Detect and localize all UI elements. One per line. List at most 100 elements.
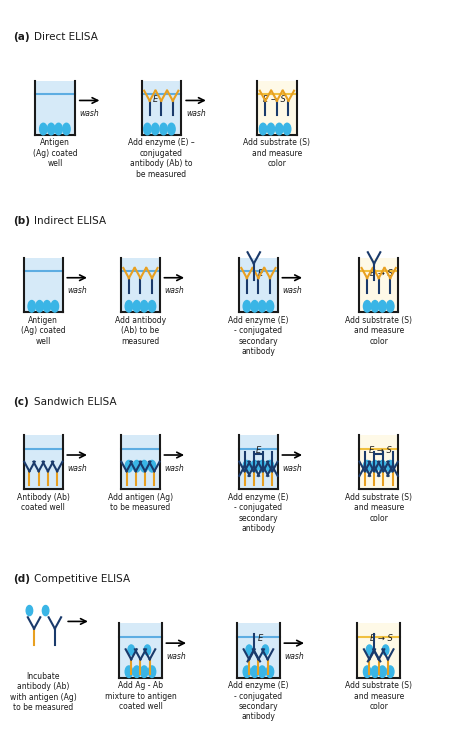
Text: Sandwich ELISA: Sandwich ELISA — [34, 397, 117, 407]
Circle shape — [125, 460, 133, 472]
Circle shape — [379, 460, 386, 472]
Text: E → S: E → S — [263, 95, 286, 104]
Circle shape — [364, 300, 371, 312]
Circle shape — [152, 123, 159, 135]
Text: Add enzyme (E)
- conjugated
secondary
antibody: Add enzyme (E) - conjugated secondary an… — [228, 316, 289, 356]
Text: Add enzyme (E)
- conjugated
secondary
antibody: Add enzyme (E) - conjugated secondary an… — [228, 681, 289, 722]
Circle shape — [133, 460, 140, 472]
FancyBboxPatch shape — [357, 623, 401, 677]
Text: wash: wash — [164, 286, 184, 295]
Circle shape — [26, 606, 33, 616]
Text: Direct ELISA: Direct ELISA — [34, 32, 98, 42]
Text: E → S: E → S — [370, 634, 392, 643]
FancyBboxPatch shape — [35, 81, 74, 135]
Circle shape — [266, 666, 273, 677]
Text: wash: wash — [164, 464, 184, 473]
Circle shape — [133, 666, 140, 677]
Text: (d): (d) — [13, 575, 30, 584]
Text: Add antibody
(Ab) to be
measured: Add antibody (Ab) to be measured — [115, 316, 166, 346]
Circle shape — [366, 645, 373, 655]
Circle shape — [251, 300, 258, 312]
Text: Indirect ELISA: Indirect ELISA — [34, 217, 106, 226]
Text: E: E — [153, 95, 158, 104]
Text: wash: wash — [67, 464, 87, 473]
Circle shape — [140, 666, 148, 677]
Circle shape — [42, 606, 49, 616]
FancyBboxPatch shape — [359, 435, 398, 490]
FancyBboxPatch shape — [257, 81, 297, 135]
Text: E → S: E → S — [370, 269, 392, 277]
Text: wash: wash — [166, 652, 186, 661]
Circle shape — [55, 123, 62, 135]
Text: Antigen
(Ag) coated
well: Antigen (Ag) coated well — [21, 316, 65, 346]
Circle shape — [258, 460, 266, 472]
Circle shape — [379, 300, 386, 312]
Circle shape — [144, 645, 151, 655]
Circle shape — [40, 123, 47, 135]
Circle shape — [125, 666, 133, 677]
Text: wash: wash — [282, 464, 302, 473]
Circle shape — [160, 123, 167, 135]
FancyBboxPatch shape — [119, 623, 162, 677]
FancyBboxPatch shape — [239, 258, 278, 312]
Circle shape — [47, 123, 55, 135]
Text: wash: wash — [284, 652, 304, 661]
Text: Incubate
antibody (Ab)
with antigen (Ag)
to be measured: Incubate antibody (Ab) with antigen (Ag)… — [10, 672, 77, 712]
Text: E: E — [258, 634, 264, 643]
Circle shape — [383, 645, 389, 655]
FancyBboxPatch shape — [359, 258, 398, 312]
Circle shape — [168, 123, 175, 135]
Circle shape — [148, 300, 156, 312]
Circle shape — [379, 666, 386, 677]
Circle shape — [267, 123, 274, 135]
Text: Add enzyme (E) –
conjugated
antibody (Ab) to
be measured: Add enzyme (E) – conjugated antibody (Ab… — [128, 139, 195, 178]
Text: Competitive ELISA: Competitive ELISA — [34, 575, 130, 584]
Text: Add substrate (S)
and measure
color: Add substrate (S) and measure color — [244, 139, 310, 168]
Circle shape — [243, 460, 251, 472]
Text: Add substrate (S)
and measure
color: Add substrate (S) and measure color — [345, 681, 412, 711]
Text: Antibody (Ab)
coated well: Antibody (Ab) coated well — [17, 493, 70, 512]
FancyBboxPatch shape — [121, 435, 160, 490]
Circle shape — [258, 300, 266, 312]
Text: E: E — [258, 269, 264, 277]
Circle shape — [133, 300, 140, 312]
Circle shape — [371, 666, 379, 677]
Circle shape — [243, 300, 251, 312]
Text: (a): (a) — [13, 32, 30, 42]
Circle shape — [364, 460, 371, 472]
Circle shape — [36, 300, 43, 312]
FancyBboxPatch shape — [237, 623, 280, 677]
Text: Add enzyme (E)
- conjugated
secondary
antibody: Add enzyme (E) - conjugated secondary an… — [228, 493, 289, 533]
Text: (c): (c) — [13, 397, 29, 407]
Circle shape — [140, 300, 148, 312]
Circle shape — [259, 123, 267, 135]
Circle shape — [266, 300, 273, 312]
Text: E: E — [256, 446, 261, 455]
Circle shape — [283, 123, 291, 135]
Text: wash: wash — [80, 109, 99, 118]
Circle shape — [387, 460, 394, 472]
Circle shape — [387, 666, 394, 677]
Circle shape — [148, 666, 156, 677]
Text: wash: wash — [282, 286, 302, 295]
Circle shape — [125, 300, 133, 312]
Circle shape — [387, 300, 394, 312]
Circle shape — [371, 460, 379, 472]
Circle shape — [140, 460, 148, 472]
Circle shape — [364, 666, 371, 677]
Circle shape — [246, 645, 252, 655]
Text: Add substrate (S)
and measure
color: Add substrate (S) and measure color — [345, 493, 412, 523]
FancyBboxPatch shape — [142, 81, 181, 135]
Circle shape — [63, 123, 70, 135]
Circle shape — [262, 645, 269, 655]
Text: wash: wash — [186, 109, 206, 118]
Text: Add antigen (Ag)
to be measured: Add antigen (Ag) to be measured — [108, 493, 173, 512]
Circle shape — [128, 645, 135, 655]
Circle shape — [251, 460, 258, 472]
Text: Antigen
(Ag) coated
well: Antigen (Ag) coated well — [33, 139, 77, 168]
Text: E → S: E → S — [369, 446, 392, 455]
Circle shape — [144, 123, 151, 135]
Text: Add substrate (S)
and measure
color: Add substrate (S) and measure color — [345, 316, 412, 346]
Circle shape — [43, 300, 51, 312]
Circle shape — [51, 300, 59, 312]
